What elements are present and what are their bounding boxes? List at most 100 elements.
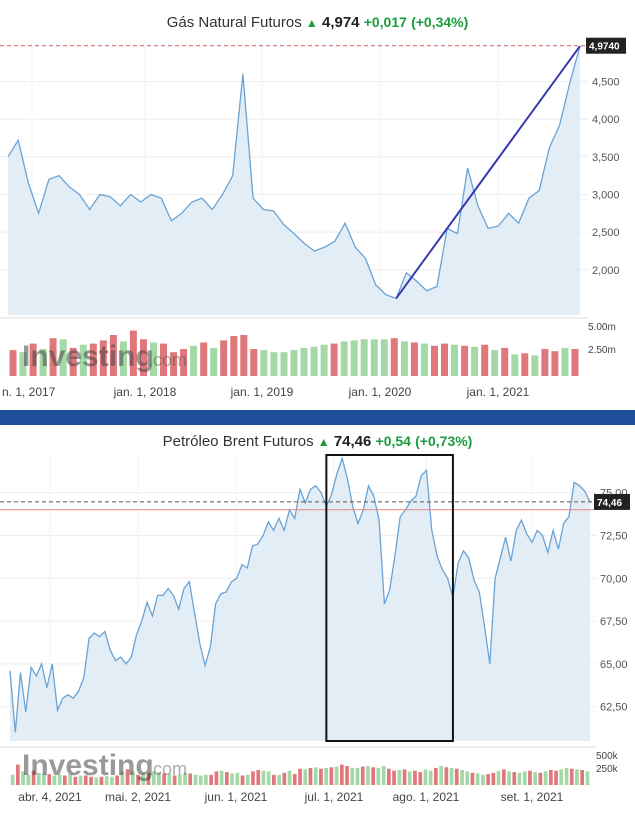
volume-bar xyxy=(68,774,72,785)
volume-bar xyxy=(83,775,88,785)
volume-bar xyxy=(541,349,549,376)
volume-bar xyxy=(381,766,386,785)
last-price-label: 4,9740 xyxy=(589,42,620,53)
price-change-percent: (+0,73%) xyxy=(415,433,473,449)
volume-bar xyxy=(73,776,78,785)
volume-bar xyxy=(531,355,539,376)
volume-bar xyxy=(292,774,297,785)
volume-bar xyxy=(390,338,398,376)
volume-bar xyxy=(240,775,245,785)
y-tick-label: 4,000 xyxy=(592,114,620,126)
volume-bar xyxy=(282,772,287,785)
volume-bar xyxy=(564,768,569,785)
volume-bar xyxy=(119,341,127,376)
natural-gas-chart-canvas[interactable]: 2,000 2,500 3,000 3,500 4,000 4,500 4,9740 5.00… xyxy=(0,0,635,410)
volume-bar xyxy=(210,347,218,376)
volume-bar xyxy=(355,768,360,785)
volume-bar xyxy=(131,771,135,785)
x-tick-label: abr. 4, 2021 xyxy=(18,790,82,804)
instrument-name: Petróleo Brent Futuros xyxy=(162,433,314,450)
volume-bar xyxy=(465,771,470,785)
volume-bar xyxy=(585,771,590,785)
volume-bar xyxy=(507,771,511,785)
volume-bar xyxy=(230,773,234,785)
y-tick-label: 2,500 xyxy=(592,227,620,239)
x-tick-label: jan. 1, 2020 xyxy=(348,385,412,399)
volume-bar xyxy=(340,341,348,376)
volume-bar xyxy=(26,774,31,785)
volume-bar xyxy=(141,773,146,785)
volume-bar xyxy=(439,766,443,785)
trend-line xyxy=(395,45,581,300)
x-tick-label: jun. 1, 2021 xyxy=(204,790,268,804)
volume-bar xyxy=(214,771,219,785)
volume-bar xyxy=(418,772,423,785)
volume-bar xyxy=(360,766,365,785)
volume-bar xyxy=(434,768,438,785)
volume-bar xyxy=(31,770,36,785)
chart-header: Petróleo Brent Futuros ▲ 74,46 +0,54 (+0… xyxy=(0,433,635,450)
volume-bar xyxy=(461,345,469,376)
volume-bar xyxy=(190,345,198,376)
x-tick-label: jan. 1, 2019 xyxy=(230,385,294,399)
volume-bar xyxy=(517,772,522,785)
volume-bar xyxy=(380,339,388,376)
y-tick-label: 4,500 xyxy=(592,76,620,88)
y-tick-label: 70,00 xyxy=(600,573,628,585)
volume-axis-label: 250k xyxy=(596,764,619,775)
volume-bar xyxy=(256,770,261,785)
volume-bar xyxy=(59,339,67,376)
y-tick-label: 67,50 xyxy=(600,616,628,628)
last-price-label: 74,46 xyxy=(597,498,622,509)
volume-bar xyxy=(320,344,328,376)
volume-bar xyxy=(324,768,328,785)
volume-bar xyxy=(397,770,402,785)
volume-bar xyxy=(559,769,564,785)
volume-bar xyxy=(290,350,298,376)
volume-bar xyxy=(512,772,517,785)
volume-bar xyxy=(330,343,338,376)
x-tick-label: mai. 2, 2021 xyxy=(105,790,171,804)
volume-bar xyxy=(193,774,198,785)
volume-bar xyxy=(240,335,248,376)
volume-bar xyxy=(300,347,308,376)
volume-bar xyxy=(561,347,569,376)
volume-bar xyxy=(52,775,57,785)
volume-bar xyxy=(387,768,391,785)
x-tick-label: jan. 1, 2018 xyxy=(113,385,177,399)
volume-bar xyxy=(441,343,448,376)
volume-bar xyxy=(69,347,77,376)
volume-bar xyxy=(9,350,17,376)
volume-bar xyxy=(79,344,87,376)
volume-bar xyxy=(554,770,558,785)
volume-bar xyxy=(410,342,418,376)
chart-header: Gás Natural Futuros ▲ 4,974 +0,017 (+0,3… xyxy=(0,14,635,31)
volume-bar xyxy=(486,774,490,785)
investing-watermark: Investing xyxy=(22,749,154,782)
volume-bar xyxy=(402,769,407,785)
y-tick-label: 65,00 xyxy=(600,659,628,671)
highlight-box xyxy=(325,454,454,742)
volume-bar xyxy=(345,766,349,785)
volume-bar xyxy=(129,330,137,376)
y-tick-label: 3,500 xyxy=(592,152,620,164)
investing-watermark-suffix: .com xyxy=(148,759,187,779)
x-tick-label: jul. 1, 2021 xyxy=(304,790,364,804)
investing-watermark: Investing xyxy=(22,340,154,373)
volume-bar xyxy=(120,771,125,785)
brent-chart-canvas[interactable]: 62,5065,0067,5070,0072,5075,0074,46500k2… xyxy=(0,425,635,813)
volume-bar xyxy=(371,767,375,785)
volume-bar xyxy=(270,352,278,376)
volume-bar xyxy=(63,775,67,785)
volume-bar xyxy=(99,776,104,785)
volume-bar xyxy=(303,769,308,785)
volume-bar xyxy=(104,776,109,785)
volume-bar xyxy=(470,772,475,785)
volume-bar xyxy=(272,774,276,785)
panel-separator xyxy=(0,410,635,425)
price-line xyxy=(9,456,591,733)
volume-bar xyxy=(360,339,368,376)
volume-bar xyxy=(57,774,62,785)
volume-bar xyxy=(431,345,438,376)
volume-bar xyxy=(16,764,20,785)
